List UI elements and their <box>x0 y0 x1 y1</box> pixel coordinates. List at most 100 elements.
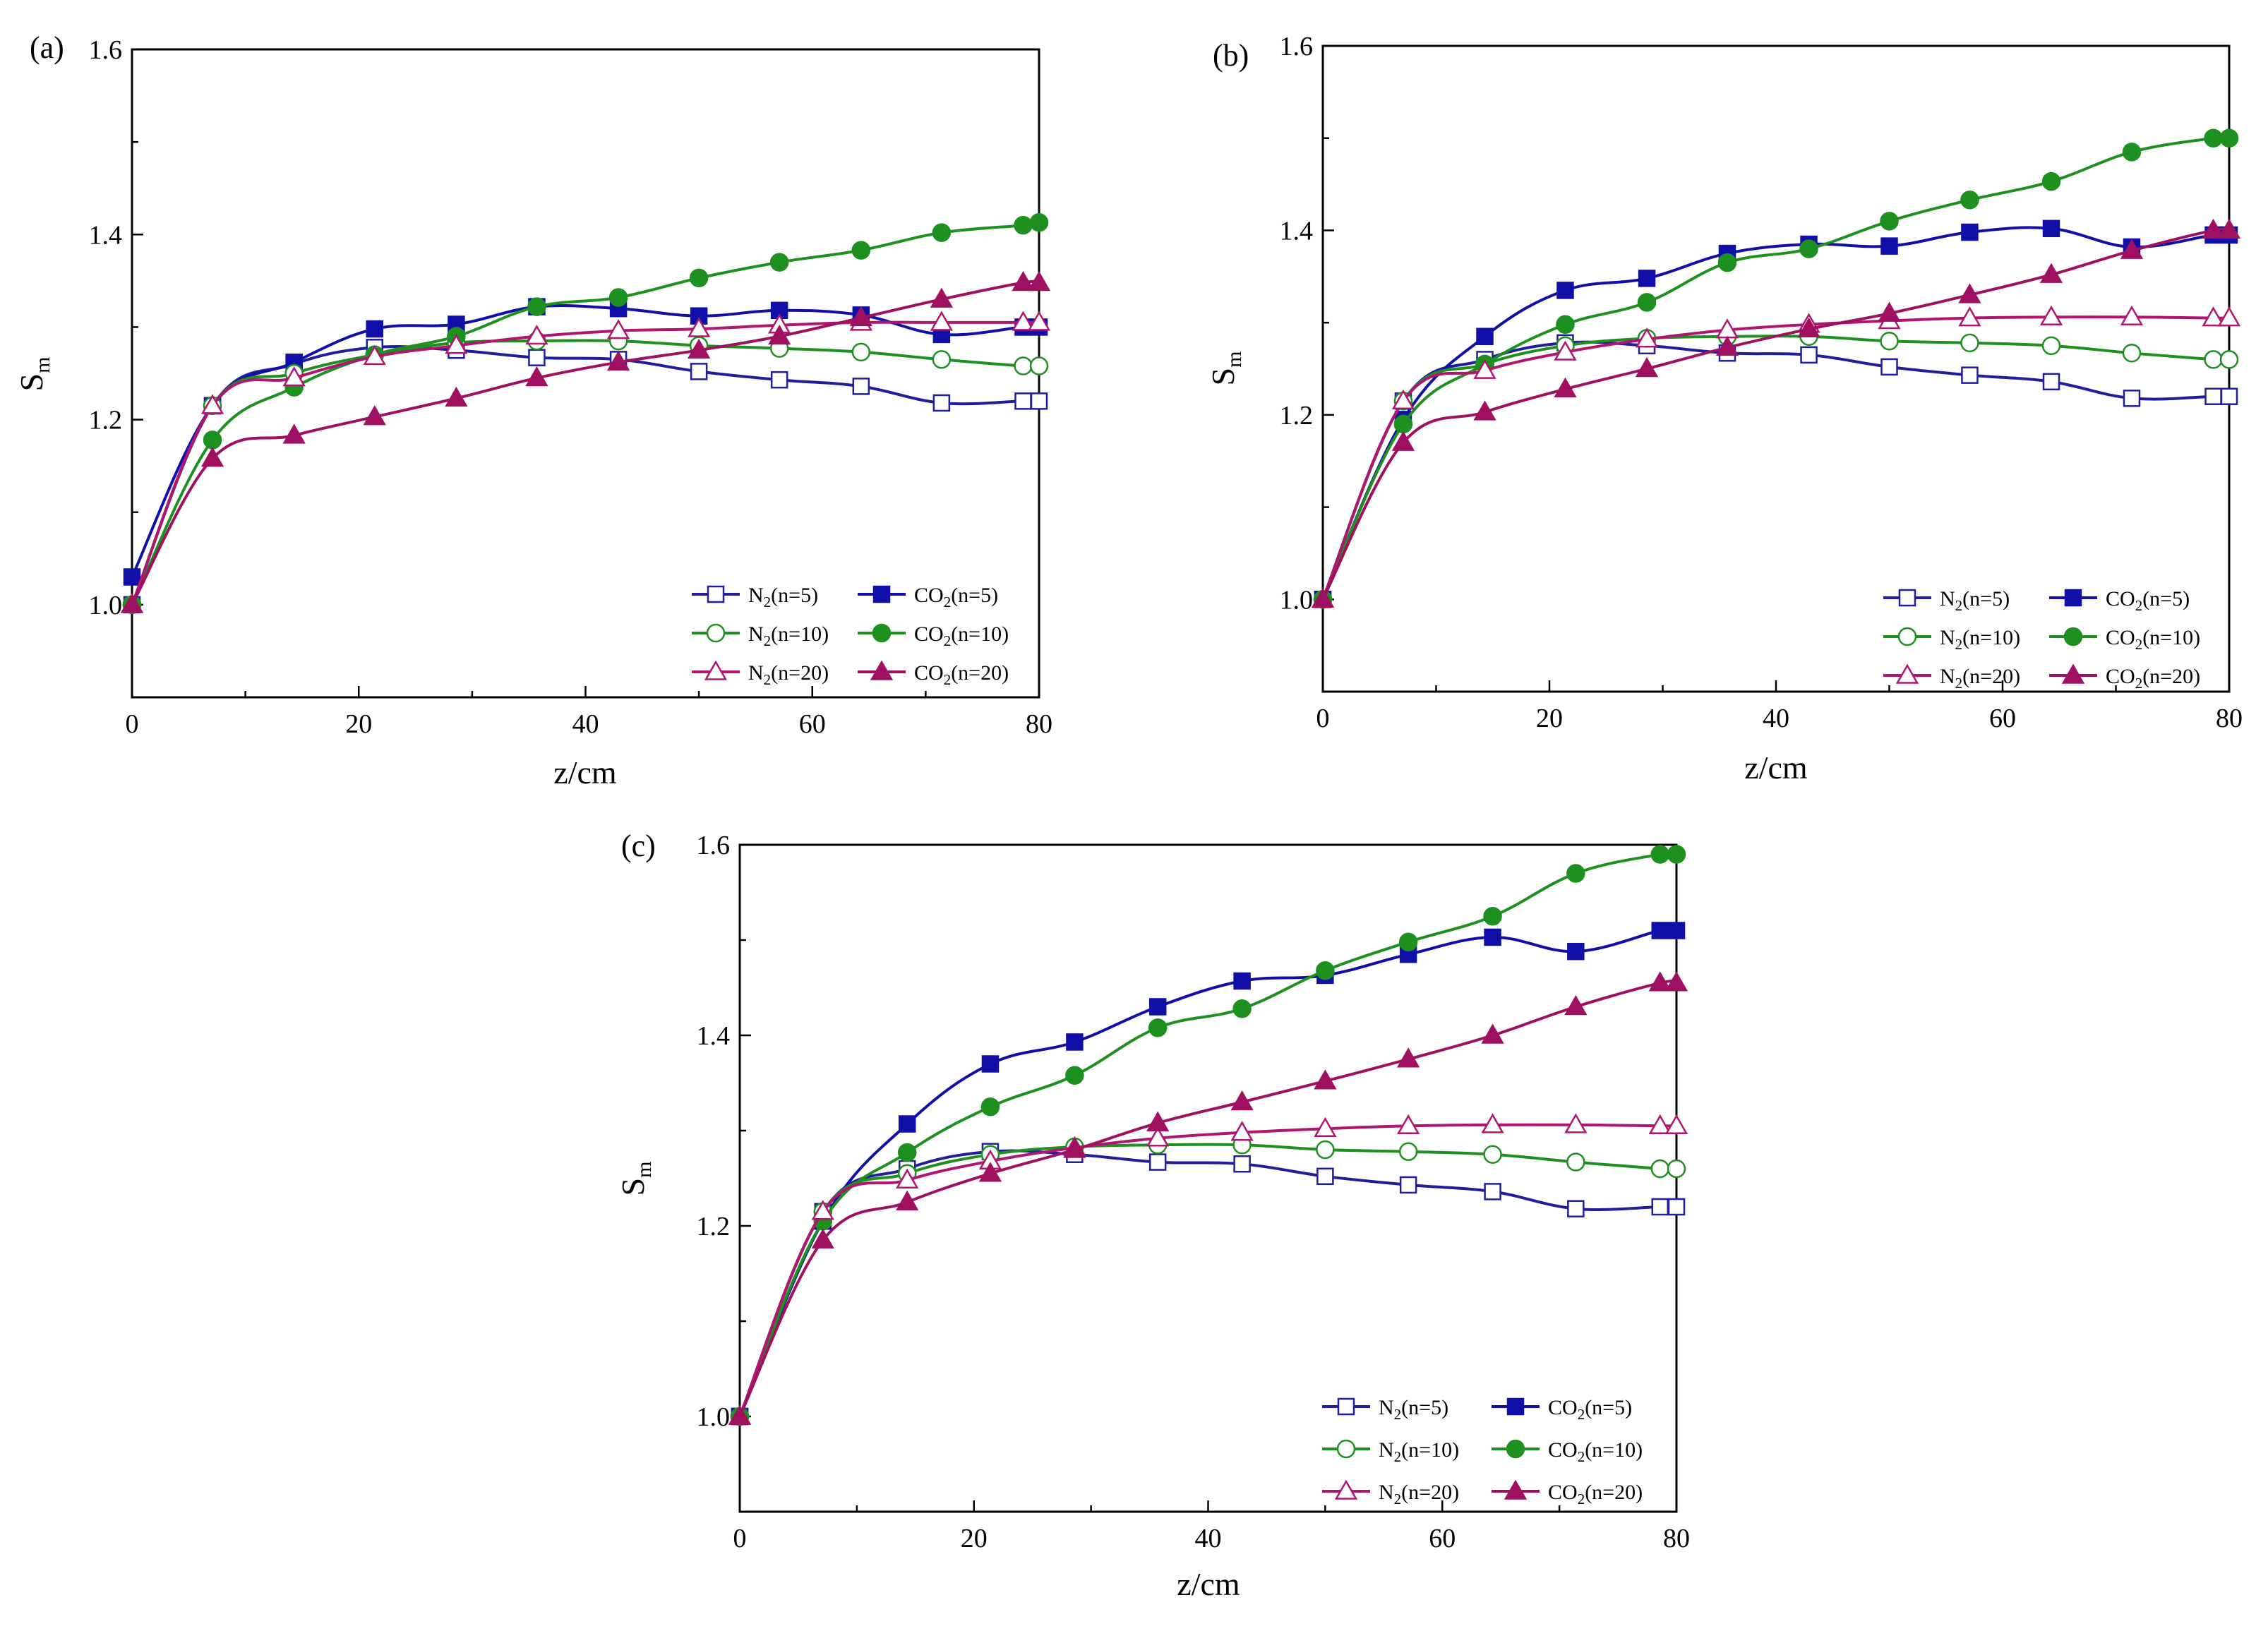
data-point-CO2_n10 <box>1880 212 1899 231</box>
data-point-CO2_n5 <box>898 1115 916 1133</box>
data-point-CO2_n20 <box>1396 1047 1420 1068</box>
series-line-N2_n10 <box>1321 335 2230 601</box>
data-point-N2_n5 <box>1148 1153 1167 1171</box>
data-point-CO2_n20 <box>1481 1023 1504 1044</box>
x-axis-title: z/cm <box>553 754 617 790</box>
series-line-N2_n5 <box>131 345 1040 606</box>
data-point-N2_n20 <box>687 317 711 337</box>
legend-label: N2(n=20) <box>1940 665 2020 692</box>
legend-label: CO2(n=5) <box>914 584 998 610</box>
x-tick-label: 40 <box>1763 704 1789 733</box>
data-point-CO2_n20 <box>849 306 872 327</box>
data-point-CO2_n10 <box>1799 239 1818 258</box>
series-line-CO2_n5 <box>738 927 1677 1417</box>
data-point-CO2_n20 <box>525 366 548 387</box>
legend-marker <box>2061 663 2085 684</box>
data-point-N2_n20 <box>525 325 548 345</box>
series-line-N2_n10 <box>131 339 1040 606</box>
data-point-CO2_n20 <box>120 593 144 613</box>
data-point-CO2_n10 <box>1232 999 1252 1018</box>
data-point-N2_n5 <box>690 363 708 380</box>
y-tick-label: 1.4 <box>697 1021 731 1051</box>
data-point-N2_n20 <box>2039 305 2063 326</box>
legend: N2(n=5) CO2(n=5) N2(n=10) CO2(n=10) N2(n=20)… <box>1883 587 2200 692</box>
legend-marker <box>872 623 892 643</box>
data-point-CO2_n20 <box>2217 218 2241 239</box>
data-point-N2_n10 <box>2122 344 2142 363</box>
data-point-N2_n20 <box>1314 1117 1337 1138</box>
data-point-CO2_n10 <box>1148 1018 1168 1037</box>
data-point-CO2_n20 <box>1230 1090 1254 1111</box>
data-point-N2_n5 <box>1667 1198 1686 1216</box>
data-point-CO2_n20 <box>1027 270 1051 291</box>
data-point-N2_n5 <box>2123 390 2141 407</box>
panel-label: (a) <box>30 30 64 65</box>
data-point-N2_n5 <box>528 349 546 366</box>
data-point-CO2_n5 <box>2042 219 2060 238</box>
series-line-CO2_n5 <box>1321 226 2230 601</box>
legend-marker <box>1504 1479 1528 1500</box>
legend-label: N2(n=20) <box>748 661 829 688</box>
legend-label: CO2(n=5) <box>1548 1396 1632 1423</box>
data-point-N2_n10 <box>1316 1140 1335 1160</box>
legend-label: N2(n=20) <box>1379 1481 1459 1507</box>
data-point-N2_n10 <box>1566 1152 1585 1172</box>
legend-label: N2(n=5) <box>748 584 818 610</box>
y-tick-label: 1.4 <box>89 220 123 250</box>
data-point-CO2_n20 <box>1664 971 1688 992</box>
data-point-CO2_n20 <box>768 325 791 345</box>
legend-label: CO2(n=10) <box>2106 626 2200 653</box>
legend-label: CO2(n=10) <box>1548 1438 1643 1465</box>
data-point-N2_n20 <box>1648 1114 1672 1134</box>
x-tick-label: 60 <box>1429 1524 1456 1553</box>
data-point-N2_n5 <box>1800 346 1818 364</box>
data-point-CO2_n10 <box>1398 932 1418 951</box>
data-point-N2_n20 <box>1027 311 1051 331</box>
data-point-CO2_n10 <box>1316 961 1335 980</box>
data-point-N2_n10 <box>932 350 952 369</box>
data-point-N2_n20 <box>1391 389 1415 409</box>
data-point-CO2_n10 <box>1650 845 1670 864</box>
data-point-CO2_n20 <box>1715 335 1739 356</box>
x-tick-label: 0 <box>126 709 139 739</box>
data-point-CO2_n20 <box>896 1190 919 1210</box>
y-axis-title: Sm <box>615 1162 656 1196</box>
data-point-CO2_n5 <box>366 320 383 338</box>
data-point-CO2_n10 <box>769 253 789 272</box>
data-point-N2_n20 <box>1664 1114 1688 1134</box>
series-line-N2_n20 <box>1321 315 2230 601</box>
data-point-CO2_n20 <box>1878 301 1901 322</box>
data-point-N2_n20 <box>282 366 306 387</box>
x-axis-title: z/cm <box>1744 750 1808 786</box>
data-point-CO2_n10 <box>1393 414 1413 434</box>
data-point-CO2_n10 <box>1637 293 1657 312</box>
data-point-N2_n20 <box>811 1200 834 1220</box>
data-point-N2_n5 <box>1961 366 1979 384</box>
data-point-CO2_n5 <box>1880 237 1898 255</box>
data-point-N2_n5 <box>1567 1200 1585 1217</box>
legend-marker <box>870 660 894 680</box>
legend-marker <box>872 585 891 603</box>
data-point-N2_n20 <box>2202 306 2225 327</box>
data-point-N2_n5 <box>1399 1176 1417 1194</box>
data-point-N2_n10 <box>1483 1145 1502 1164</box>
data-point-N2_n10 <box>851 342 871 362</box>
data-point-CO2_n20 <box>1311 587 1335 608</box>
data-point-N2_n20 <box>606 319 630 339</box>
series-line-N2_n20 <box>738 1123 1677 1417</box>
legend-label: N2(n=5) <box>1940 587 2010 614</box>
legend-marker <box>2064 589 2082 607</box>
data-point-CO2_n10 <box>2122 143 2142 162</box>
data-point-N2_n5 <box>2220 387 2238 405</box>
panel-label: (b) <box>1213 38 1249 73</box>
y-tick-label: 1.6 <box>697 831 731 860</box>
data-point-CO2_n20 <box>200 447 224 467</box>
series-line-N2_n5 <box>738 1149 1677 1417</box>
legend-label: N2(n=10) <box>1379 1438 1459 1465</box>
data-point-CO2_n10 <box>1566 864 1585 883</box>
data-point-N2_n20 <box>1958 306 1981 327</box>
y-tick-label: 1.2 <box>1280 401 1314 431</box>
data-point-N2_n5 <box>1484 1183 1501 1200</box>
legend-label: N2(n=5) <box>1379 1396 1448 1423</box>
data-point-CO2_n20 <box>363 405 386 426</box>
